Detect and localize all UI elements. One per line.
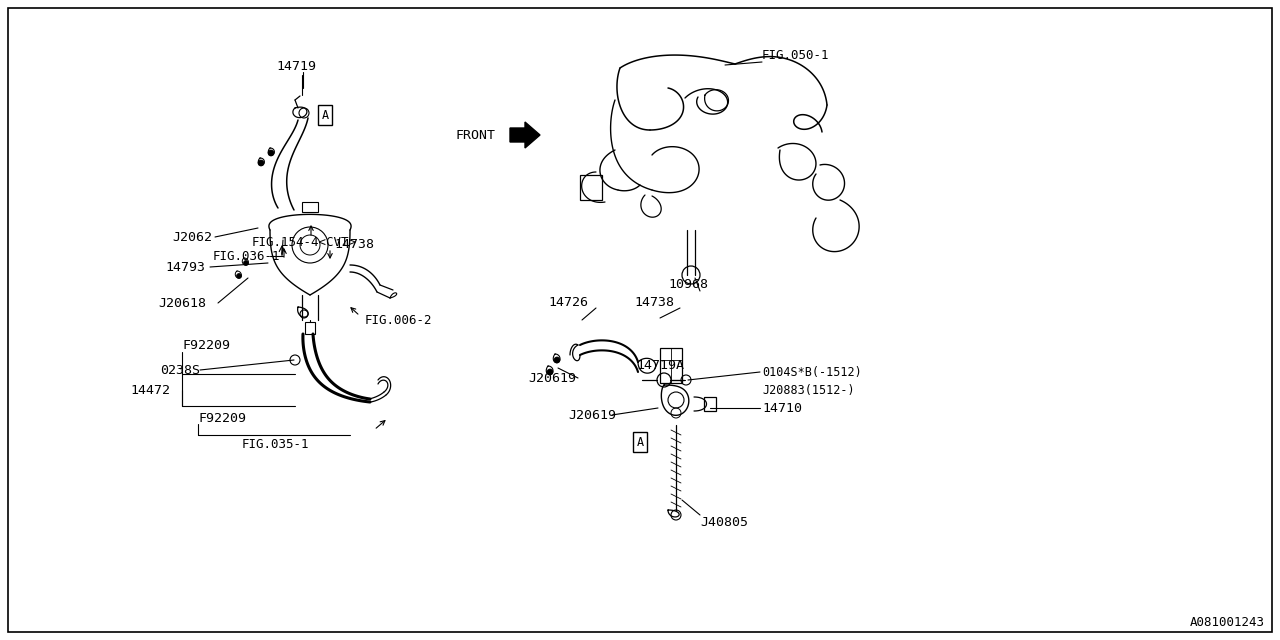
Bar <box>305 322 315 334</box>
Text: FIG.036-1: FIG.036-1 <box>212 250 280 262</box>
Text: FRONT: FRONT <box>454 129 495 141</box>
Text: A081001243: A081001243 <box>1190 616 1265 628</box>
Text: 14726: 14726 <box>548 296 588 308</box>
Text: 10968: 10968 <box>668 278 708 291</box>
Text: F92209: F92209 <box>198 412 246 424</box>
Text: 14719A: 14719A <box>636 358 684 371</box>
Text: FIG.154-4<CVT>: FIG.154-4<CVT> <box>252 236 357 248</box>
Text: 14738: 14738 <box>334 237 374 250</box>
Bar <box>302 202 317 212</box>
Text: J20619: J20619 <box>568 408 616 422</box>
Text: A: A <box>321 109 329 122</box>
Text: J20619: J20619 <box>529 371 576 385</box>
Circle shape <box>259 160 264 166</box>
Text: FIG.006-2: FIG.006-2 <box>365 314 433 326</box>
Text: 0238S: 0238S <box>160 364 200 376</box>
Polygon shape <box>509 122 540 148</box>
Text: F92209: F92209 <box>182 339 230 351</box>
Text: 14472: 14472 <box>131 383 170 397</box>
Bar <box>660 348 682 383</box>
Text: A: A <box>636 435 644 449</box>
Text: J20618: J20618 <box>157 296 206 310</box>
Circle shape <box>554 357 561 363</box>
Text: J40805: J40805 <box>700 515 748 529</box>
Text: 14710: 14710 <box>762 401 803 415</box>
Circle shape <box>268 150 274 156</box>
Text: 14719: 14719 <box>276 60 316 72</box>
Text: 14738: 14738 <box>634 296 675 308</box>
Text: FIG.050-1: FIG.050-1 <box>762 49 829 61</box>
Text: J20883(1512-): J20883(1512-) <box>762 383 855 397</box>
Circle shape <box>547 369 553 375</box>
Circle shape <box>237 273 242 278</box>
Circle shape <box>243 260 248 266</box>
Text: 14793: 14793 <box>165 260 205 273</box>
Bar <box>704 397 716 411</box>
Bar <box>580 175 602 200</box>
Text: J2062: J2062 <box>172 230 212 243</box>
Text: FIG.035-1: FIG.035-1 <box>242 438 310 451</box>
Text: 0104S*B(-1512): 0104S*B(-1512) <box>762 365 861 378</box>
